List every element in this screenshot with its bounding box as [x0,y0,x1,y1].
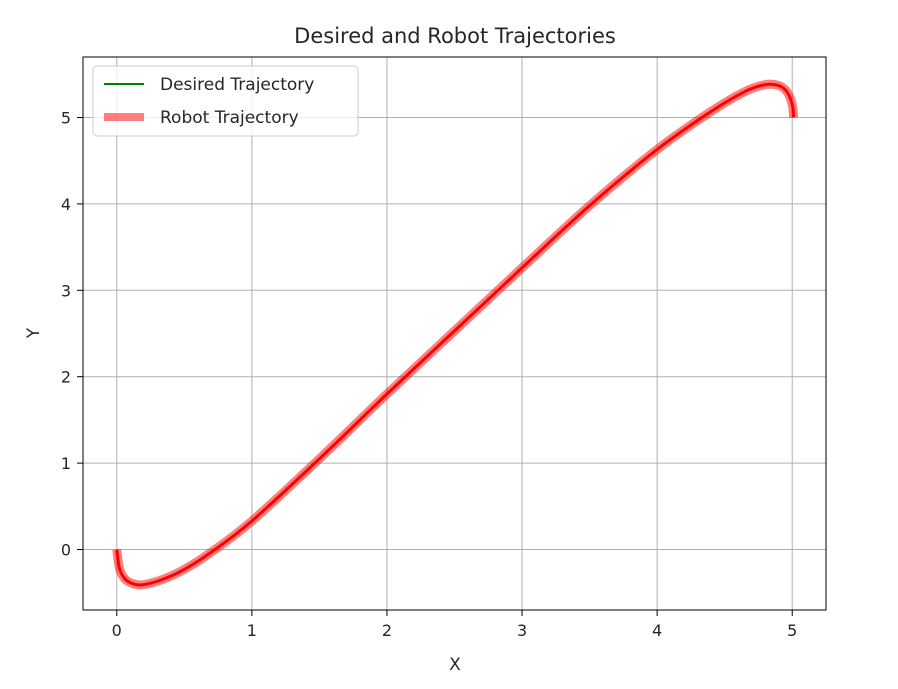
legend-box [92,65,359,137]
y-tick-label: 1 [61,454,71,473]
x-tick-label: 0 [112,621,122,640]
x-tick-label: 2 [382,621,392,640]
chart-title: Desired and Robot Trajectories [294,24,616,48]
legend: Desired Trajectory Robot Trajectory [92,65,359,137]
x-tick-label: 3 [517,621,527,640]
x-axis-label: X [449,655,461,675]
series-line-robot-trajectory-core [115,82,796,587]
plot-frame [82,56,827,611]
plot-area [82,56,827,611]
x-tick-label: 5 [787,621,797,640]
y-tick-label: 0 [61,541,71,560]
x-tick-label: 1 [247,621,257,640]
legend-label-robot: Robot Trajectory [160,108,299,128]
y-tick-label: 2 [61,368,71,387]
y-tick-label: 5 [61,108,71,127]
y-axis-label: Y [24,327,44,339]
y-tick-label: 4 [61,195,71,214]
legend-label-desired: Desired Trajectory [160,75,314,95]
x-axis-ticks: 0 1 2 3 4 5 [112,610,797,640]
y-tick-label: 3 [61,281,71,300]
x-tick-label: 4 [652,621,662,640]
y-axis-ticks: 0 1 2 3 4 5 [61,108,83,560]
series-layer [112,79,799,590]
